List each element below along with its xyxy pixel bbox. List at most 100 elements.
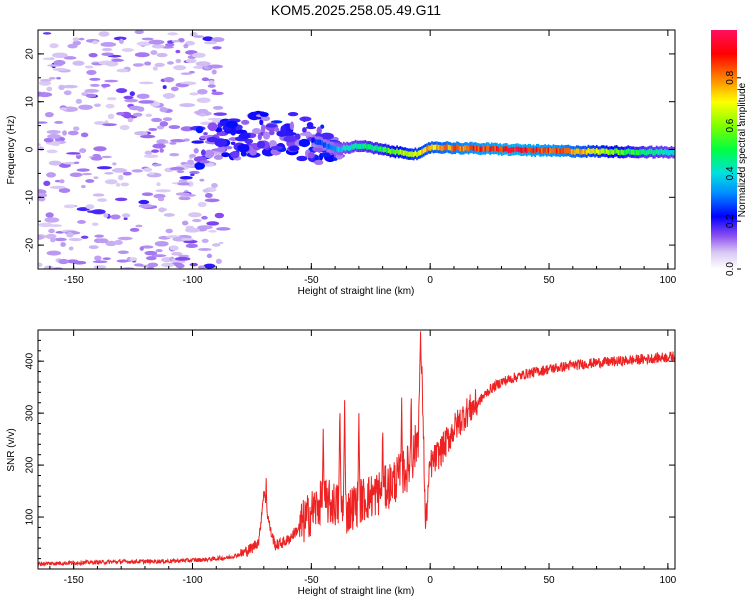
snr-frame	[37, 329, 676, 570]
trace-core	[622, 150, 625, 156]
trace-core	[332, 145, 335, 151]
noise-blob	[177, 182, 190, 186]
trace-core	[322, 142, 325, 148]
noise-blob	[122, 171, 132, 176]
trace-core	[600, 148, 603, 154]
noise-blob	[102, 257, 111, 261]
noise-blob	[180, 126, 194, 132]
trace-core	[417, 150, 420, 156]
noise-blob	[162, 117, 173, 122]
trace-core	[577, 148, 580, 154]
noise-blob	[184, 227, 200, 233]
noise-blob	[116, 68, 129, 73]
noise-blob	[213, 112, 227, 116]
x-tick-label: 50	[543, 275, 555, 286]
noise-blob	[117, 250, 129, 255]
noise-blob	[121, 48, 134, 52]
noise-blob	[179, 103, 196, 108]
noise-blob	[136, 93, 150, 99]
trace-core	[644, 149, 646, 156]
noise-blob	[90, 156, 103, 161]
signal-blob	[221, 152, 230, 158]
x-tick-label: -100	[182, 575, 202, 586]
noise-blob	[181, 220, 189, 226]
noise-blob	[141, 37, 154, 41]
noise-blob	[86, 69, 97, 76]
noise-blob	[129, 257, 138, 262]
noise-blob	[42, 32, 52, 35]
noise-blob	[212, 105, 224, 110]
noise-blob	[38, 143, 41, 146]
noise-blob	[121, 213, 131, 218]
noise-blob	[46, 86, 53, 92]
noise-blob	[154, 62, 165, 67]
signal-blob	[283, 135, 295, 143]
noise-blob	[115, 197, 128, 202]
trace-core	[444, 144, 447, 151]
noise-blob	[157, 197, 165, 202]
snr-series-line	[38, 331, 675, 567]
trace-core	[547, 147, 550, 153]
noise-blob	[170, 86, 179, 92]
trace-core	[362, 143, 365, 149]
y-tick-label: -20	[25, 237, 36, 252]
signal-blob	[191, 140, 205, 144]
trace-core	[426, 146, 428, 152]
noise-blob	[56, 77, 61, 80]
noise-blob	[144, 250, 158, 256]
trace-core	[326, 143, 329, 150]
noise-blob	[202, 36, 214, 42]
signal-blob	[238, 133, 251, 140]
trace-core	[572, 149, 575, 155]
trace-core	[502, 146, 505, 152]
noise-blob	[54, 120, 64, 124]
trace-core	[371, 144, 373, 151]
signal-blob	[308, 151, 315, 159]
noise-blob	[147, 262, 159, 268]
trace-core	[474, 145, 477, 151]
colorbar-ticks: 0.0 0.2 0.4 0.6 0.8	[725, 70, 741, 276]
noise-blob	[105, 240, 117, 247]
trace-core	[527, 146, 530, 153]
trace-core	[386, 147, 388, 153]
trace-core	[391, 148, 393, 154]
noise-blob	[123, 217, 128, 221]
noise-blob	[165, 228, 173, 234]
noise-blob	[110, 214, 121, 220]
noise-blob	[199, 112, 206, 117]
noise-blob	[47, 134, 62, 139]
noise-blob	[163, 140, 169, 144]
trace-core	[367, 144, 370, 150]
trace-core	[592, 148, 595, 154]
trace-core	[510, 147, 513, 153]
signal-blob	[262, 131, 271, 140]
signal-blob	[282, 131, 297, 137]
noise-blob	[156, 182, 161, 187]
noise-blob	[67, 43, 78, 49]
noise-blob	[63, 56, 77, 60]
trace-core	[344, 145, 347, 151]
noise-blob	[118, 174, 124, 181]
trace-core	[582, 148, 585, 155]
trace-core	[672, 150, 675, 156]
noise-blob	[58, 258, 69, 265]
noise-blob	[189, 262, 198, 267]
noise-blob	[143, 167, 153, 172]
trace-core	[364, 143, 367, 149]
noise-blob	[46, 129, 61, 134]
snr-panel: -150 -100 -50 0 50 100 100 200 300 400 Height of…	[6, 329, 677, 597]
noise-blob	[141, 245, 154, 249]
trace-core	[381, 146, 383, 153]
noise-blob	[151, 44, 165, 49]
trace-core	[334, 146, 337, 152]
noise-blob	[38, 91, 44, 97]
noise-blob	[175, 192, 191, 196]
trace-core	[349, 145, 352, 151]
trace-core	[599, 149, 601, 155]
noise-blob	[93, 265, 107, 269]
noise-blob	[176, 170, 185, 174]
trace-core	[412, 152, 415, 158]
noise-blob	[174, 256, 191, 261]
trace-core	[366, 144, 368, 150]
trace-core	[351, 144, 353, 150]
